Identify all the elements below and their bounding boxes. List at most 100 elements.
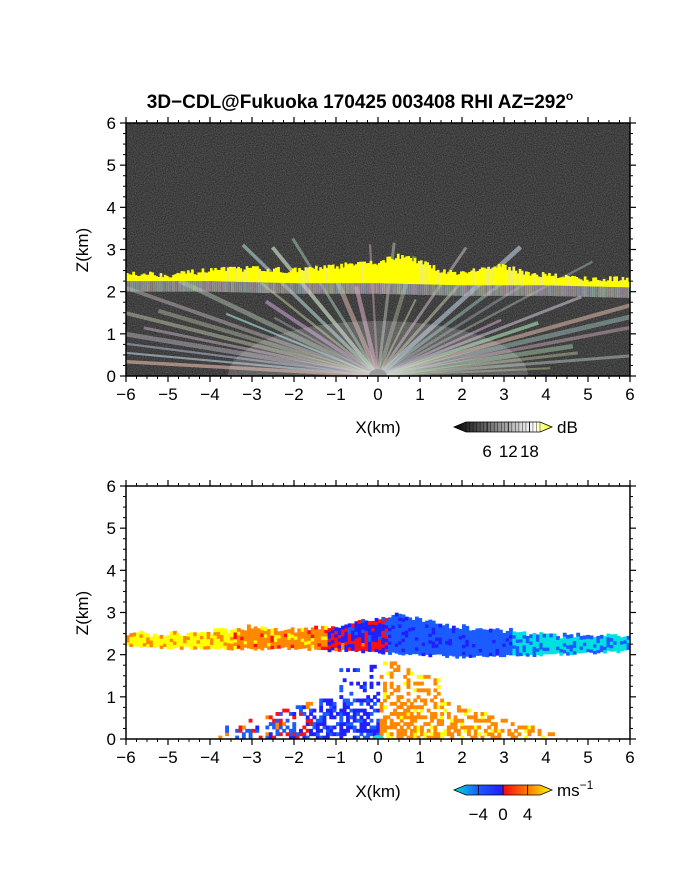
reflectivity-haze-cell: [525, 285, 528, 296]
velocity-lower-cell: [423, 735, 428, 739]
velocity-upper-cell: [324, 632, 329, 637]
velocity-upper-cell: [132, 642, 137, 647]
velocity-upper-cell: [522, 651, 527, 656]
velocity-lower-cell: [288, 735, 293, 739]
velocity-upper-cell: [478, 651, 483, 656]
velocity-upper-cell: [532, 632, 537, 637]
velocity-upper-cell: [320, 629, 325, 634]
velocity-upper-cell: [485, 653, 490, 658]
velocity-upper-cell: [505, 641, 510, 645]
reflectivity-x-axis-label: X(km): [355, 418, 400, 437]
velocity-upper-cell: [438, 630, 443, 635]
velocity-lower-cell: [433, 681, 438, 686]
reflectivity-haze-cell: [493, 285, 497, 296]
velocity-upper-cell: [448, 635, 453, 639]
reflectivity-near-field-ray: [126, 359, 379, 376]
reflectivity-haze-cell: [621, 287, 625, 298]
velocity-upper-cell: [230, 629, 235, 634]
velocity-upper-cell: [462, 637, 466, 642]
velocity-upper-cell: [535, 647, 540, 652]
velocity-upper-cell: [354, 644, 359, 649]
velocity-lower-cell: [497, 735, 502, 739]
reflectivity-cloud-cell: [241, 271, 245, 282]
velocity-upper-cell: [317, 646, 322, 651]
velocity-lower-cell: [369, 718, 374, 723]
velocity-lower-cell: [430, 725, 434, 730]
velocity-upper-cell: [509, 638, 513, 642]
velocity-upper-cell: [411, 640, 416, 645]
velocity-lower-cell: [433, 705, 438, 710]
velocity-lower-cell: [389, 712, 394, 716]
velocity-upper-cell: [341, 645, 345, 650]
velocity-upper-cell: [189, 632, 194, 637]
velocity-upper-cell: [210, 641, 214, 646]
velocity-upper-cell: [378, 629, 382, 634]
velocity-upper-cell: [495, 648, 500, 653]
reflectivity-haze-cell: [170, 281, 173, 292]
velocity-lower-cell: [443, 708, 448, 713]
velocity-upper-cell: [441, 652, 446, 657]
velocity-upper-cell: [485, 650, 490, 654]
reflectivity-cloud-cell: [216, 269, 219, 282]
reflectivity-cloud-cell: [588, 281, 591, 287]
velocity-upper-cell: [354, 634, 359, 639]
velocity-lower-cell: [292, 732, 297, 737]
velocity-lower-cell: [393, 701, 397, 706]
velocity-upper-cell: [179, 635, 184, 640]
velocity-upper-cell: [260, 636, 265, 641]
reflectivity-near-field-ray: [126, 311, 379, 376]
velocity-upper-cell: [398, 620, 403, 625]
velocity-upper-cell: [290, 630, 295, 635]
velocity-lower-cell: [299, 705, 303, 710]
velocity-upper-cell: [374, 648, 379, 653]
velocity-upper-cell: [371, 620, 376, 625]
velocity-upper-cell: [515, 639, 520, 643]
velocity-upper-cell: [418, 628, 423, 633]
velocity-lower-cell: [329, 725, 334, 730]
velocity-upper-cell: [270, 628, 275, 633]
reflectivity-haze-cell: [268, 282, 272, 294]
velocity-lower-cell: [362, 712, 367, 716]
velocity-lower-cell: [349, 708, 354, 713]
reflectivity-haze-cell: [428, 284, 432, 296]
velocity-upper-cell: [586, 638, 591, 643]
velocity-lower-cell: [406, 722, 411, 727]
velocity-upper-cell: [431, 640, 436, 645]
velocity-upper-cell: [330, 632, 335, 637]
velocity-upper-cell: [364, 620, 369, 625]
velocity-upper-cell: [388, 640, 392, 645]
velocity-upper-cell: [280, 640, 285, 645]
reflectivity-cloud-cell: [163, 274, 167, 282]
reflectivity-cloud-cell: [378, 262, 381, 284]
velocity-upper-cell: [576, 636, 581, 640]
velocity-upper-cell: [556, 646, 560, 651]
velocity-upper-cell: [445, 627, 450, 631]
reflectivity-near-field-ray: [291, 237, 380, 376]
velocity-lower-cell: [470, 735, 475, 739]
velocity-upper-cell: [193, 635, 198, 640]
velocity-upper-cell: [586, 648, 591, 653]
velocity-upper-cell: [431, 620, 436, 625]
velocity-lower-cell: [416, 725, 421, 730]
reflectivity-cloud-cell: [537, 276, 541, 286]
reflectivity-cloud-cell: [583, 276, 587, 287]
reflectivity-haze-cell: [569, 285, 572, 297]
velocity-upper-cell: [280, 637, 285, 642]
velocity-lower-cell: [406, 681, 411, 686]
velocity-upper-cell: [488, 652, 493, 657]
reflectivity-cloud-cell: [262, 271, 266, 283]
reflectivity-haze-cell: [567, 285, 570, 297]
velocity-upper-cell: [364, 627, 369, 632]
reflectivity-cloud-cell: [441, 272, 444, 285]
velocity-upper-cell: [569, 640, 574, 645]
velocity-upper-cell: [492, 652, 497, 657]
velocity-upper-cell: [414, 623, 419, 628]
reflectivity-haze-cell: [623, 287, 627, 298]
velocity-lower-cell: [379, 674, 384, 679]
reflectivity-haze-cell: [304, 283, 308, 294]
velocity-upper-cell: [431, 627, 436, 632]
reflectivity-cloud-cell: [352, 265, 356, 284]
velocity-upper-cell: [498, 636, 503, 641]
velocity-lower-cell: [423, 732, 428, 737]
velocity-lower-cell: [272, 718, 277, 723]
